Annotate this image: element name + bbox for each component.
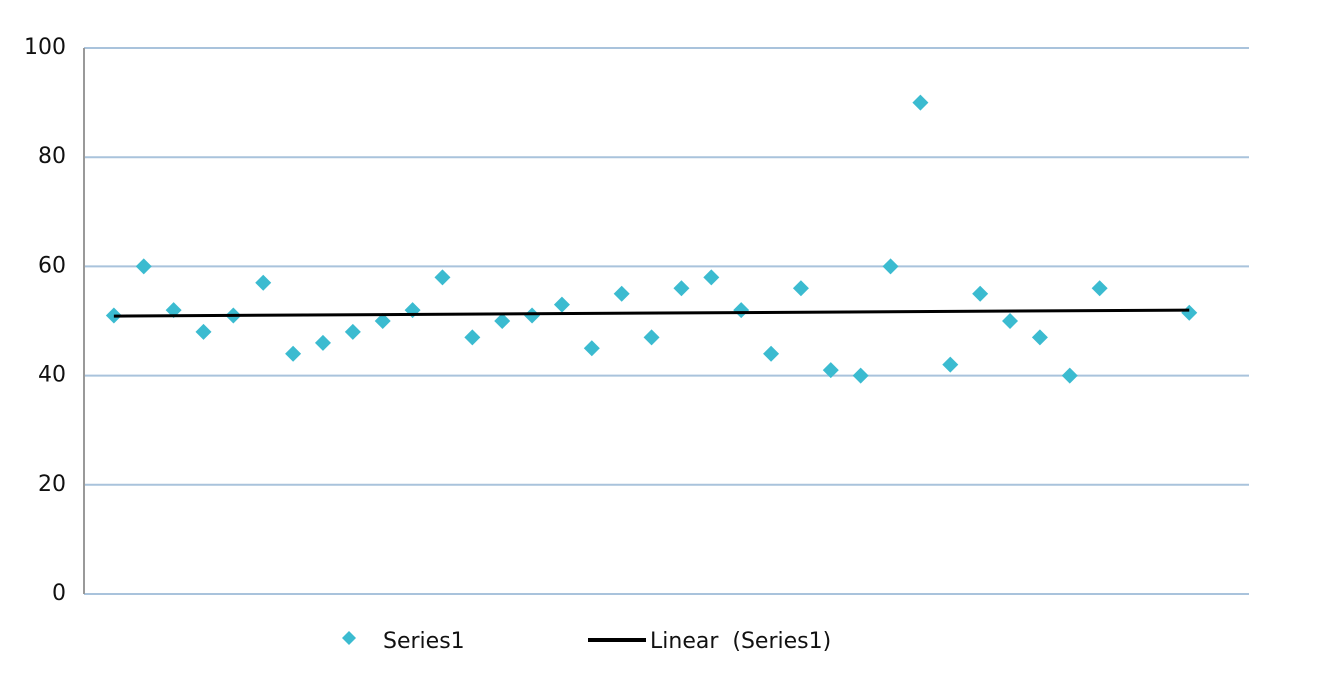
point [703, 269, 720, 286]
y-tick-label: 80 [38, 144, 66, 169]
point [733, 302, 750, 319]
point [912, 94, 929, 111]
point [1091, 280, 1108, 297]
point [583, 340, 600, 357]
point [344, 323, 361, 340]
y-tick-label: 40 [38, 363, 66, 388]
point [374, 313, 391, 329]
point [195, 323, 212, 340]
point [852, 367, 869, 384]
y-tick-label: 100 [24, 35, 66, 60]
point [494, 313, 511, 329]
y-tick-label: 0 [52, 581, 66, 606]
legend-marker [342, 631, 356, 645]
point [822, 362, 839, 379]
point [255, 274, 272, 291]
point [613, 285, 630, 302]
point [763, 345, 780, 362]
trendline [113, 308, 1190, 318]
point [165, 302, 182, 319]
point [1031, 329, 1048, 346]
point [673, 280, 690, 297]
point [464, 329, 481, 346]
point [942, 356, 959, 373]
point [434, 269, 451, 286]
point [135, 258, 152, 275]
point [972, 285, 989, 302]
point [882, 258, 899, 275]
y-tick-label: 20 [38, 472, 66, 497]
point [553, 296, 570, 313]
y-tick-label: 60 [38, 253, 66, 278]
point [1181, 304, 1198, 321]
legend-label: Series1 [383, 629, 465, 654]
point [1061, 367, 1078, 384]
point [643, 329, 660, 346]
point [285, 345, 302, 362]
point [792, 280, 809, 297]
point [1002, 313, 1019, 329]
point [314, 334, 331, 351]
legend-label: Linear (Series1) [650, 629, 831, 654]
point [524, 307, 541, 324]
